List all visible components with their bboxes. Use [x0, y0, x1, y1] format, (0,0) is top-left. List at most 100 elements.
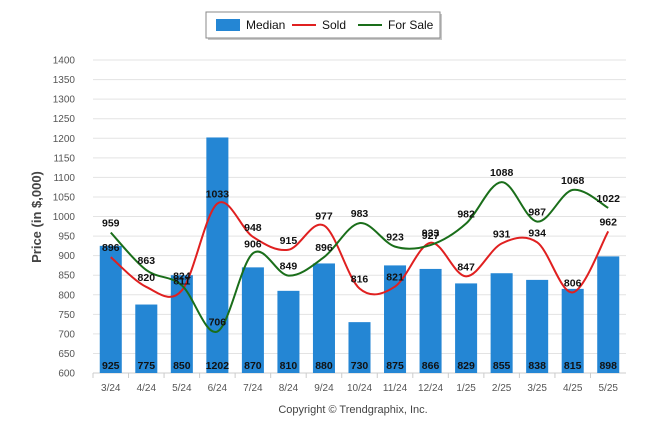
point-value-label: 811 [173, 275, 190, 287]
bar-value-label: 775 [138, 360, 156, 372]
y-axis-label: Price (in $,000) [29, 171, 44, 263]
point-value-label: 1033 [206, 189, 230, 201]
y-tick-label: 800 [58, 290, 75, 301]
legend-box [205, 11, 441, 39]
point-value-label: 820 [138, 272, 156, 284]
point-value-label: 821 [386, 272, 404, 284]
bar [135, 304, 158, 373]
bar-value-label: 925 [102, 360, 120, 372]
y-tick-label: 1100 [53, 173, 75, 184]
bar [526, 279, 549, 373]
point-value-label: 931 [493, 228, 511, 240]
y-tick-label: 1400 [53, 56, 76, 67]
legend-label: Median [246, 18, 285, 32]
point-value-label: 987 [528, 207, 546, 219]
y-tick-label: 900 [58, 251, 75, 262]
point-value-label: 896 [315, 242, 333, 254]
bar-value-label: 898 [599, 360, 617, 372]
bar [348, 322, 371, 373]
data-labels: 925 775 850 1202 870 810 880 730 875 866 829 855 838… [102, 167, 620, 372]
bar-value-label: 829 [457, 360, 475, 372]
y-tick-label: 1250 [53, 114, 76, 125]
y-tick-label: 600 [58, 369, 75, 380]
bar-value-label: 870 [244, 360, 262, 372]
x-tick-label: 3/24 [101, 383, 121, 394]
x-tick-label: 1/25 [456, 383, 476, 394]
bar-value-label: 850 [173, 360, 191, 372]
point-value-label: 977 [315, 210, 333, 222]
x-axis-ticks: 3/24 4/24 5/24 6/24 7/24 8/24 9/24 10/24 11/24 12… [92, 373, 618, 394]
point-value-label: 806 [564, 277, 582, 289]
x-tick-label: 5/24 [172, 383, 192, 394]
bar [241, 267, 264, 373]
point-value-label: 849 [280, 261, 298, 273]
y-tick-label: 1000 [53, 212, 76, 223]
bar [490, 273, 513, 373]
y-tick-label: 1050 [53, 192, 76, 203]
legend-label: Sold [322, 18, 346, 32]
bar [277, 290, 300, 373]
bar-value-label: 838 [528, 360, 546, 372]
legend: Median Sold For Sale [205, 11, 442, 40]
point-value-label: 824 [173, 270, 191, 282]
legend-swatch [216, 19, 240, 31]
y-tick-label: 700 [58, 329, 75, 340]
point-value-label: 816 [351, 273, 369, 285]
point-value-label: 962 [599, 216, 617, 228]
x-tick-label: 10/24 [347, 383, 372, 394]
point-value-label: 896 [102, 242, 120, 254]
point-value-label: 915 [280, 235, 298, 247]
bar-value-label: 1202 [206, 360, 230, 372]
point-value-label: 1068 [561, 175, 585, 187]
bar [384, 265, 407, 373]
y-tick-label: 950 [58, 232, 75, 243]
bars [99, 137, 620, 373]
point-value-label: 948 [244, 222, 262, 234]
point-value-label: 983 [351, 208, 369, 220]
x-tick-label: 3/25 [527, 383, 547, 394]
y-tick-label: 1350 [53, 75, 76, 86]
bar [99, 245, 122, 373]
x-tick-label: 12/24 [418, 383, 443, 394]
series-line [110, 201, 610, 298]
point-value-label: 1088 [490, 167, 514, 179]
point-value-label: 906 [244, 238, 262, 250]
point-value-label: 982 [457, 209, 475, 221]
series-lines [110, 181, 610, 333]
point-value-label: 863 [138, 255, 156, 267]
bar [561, 288, 584, 373]
y-axis-ticks: 600 650 700 750 800 850 900 950 1000 1050 1100 1150… [53, 56, 76, 380]
bar-value-label: 810 [280, 360, 298, 372]
point-value-label: 959 [102, 218, 120, 230]
y-tick-label: 1300 [53, 95, 76, 106]
y-tick-label: 650 [58, 349, 75, 360]
y-tick-label: 1150 [53, 153, 75, 164]
x-tick-label: 6/24 [208, 383, 228, 394]
bar [312, 263, 335, 373]
bar-value-label: 815 [564, 360, 582, 372]
x-tick-label: 4/24 [137, 383, 157, 394]
point-value-label: 1022 [597, 193, 621, 205]
x-tick-label: 11/24 [383, 383, 408, 394]
x-tick-label: 9/24 [314, 383, 334, 394]
x-tick-label: 5/25 [598, 383, 618, 394]
bar [455, 283, 478, 373]
bar [597, 256, 620, 373]
bar-value-label: 880 [315, 360, 333, 372]
bar-value-label: 730 [351, 360, 369, 372]
copyright-footer: Copyright © Trendgraphix, Inc. [278, 404, 427, 416]
y-tick-label: 1200 [53, 134, 76, 145]
point-value-label: 927 [422, 230, 440, 242]
y-tick-label: 750 [58, 310, 75, 321]
bar-value-label: 875 [386, 360, 404, 372]
bar [170, 275, 193, 373]
x-tick-label: 8/24 [279, 383, 299, 394]
x-tick-label: 4/25 [563, 383, 583, 394]
point-value-label: 847 [457, 261, 475, 273]
series-line [110, 181, 609, 333]
y-tick-label: 850 [58, 271, 75, 282]
point-value-label: 933 [422, 228, 440, 240]
point-value-label: 923 [386, 232, 404, 244]
point-value-label: 706 [209, 317, 227, 329]
